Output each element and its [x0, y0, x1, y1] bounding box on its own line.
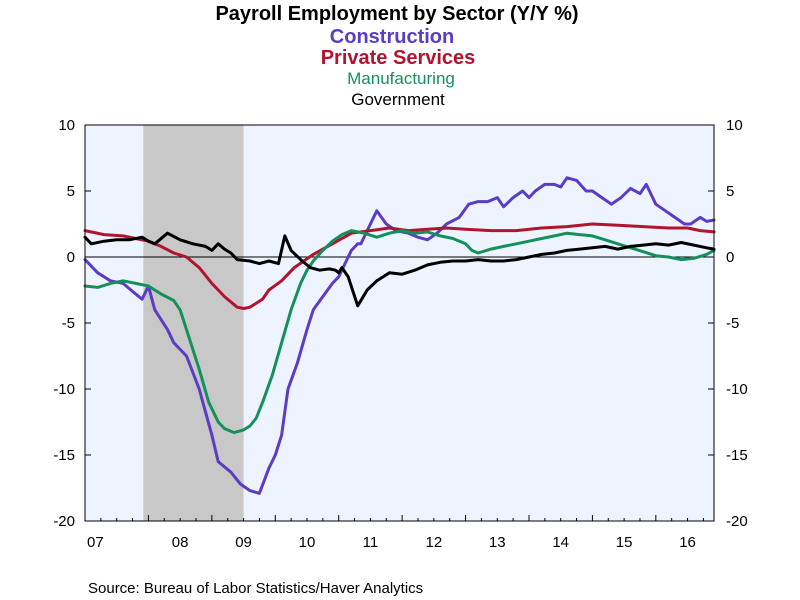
x-tick-label: 10	[299, 534, 316, 551]
recession-shading	[143, 125, 244, 521]
y-tick-label-left: -5	[62, 315, 75, 332]
x-tick-label: 15	[616, 534, 633, 551]
y-tick-label-left: 5	[67, 183, 75, 200]
legend-government: Government	[351, 90, 445, 109]
y-tick-label-left: 10	[58, 117, 75, 134]
legend-manufacturing: Manufacturing	[347, 69, 455, 88]
y-tick-label-right: 0	[726, 249, 734, 266]
series-line-government	[83, 231, 716, 308]
y-tick-label-right: 10	[726, 117, 743, 134]
y-tick-label-left: -15	[53, 447, 75, 464]
y-tick-label-right: -15	[726, 447, 748, 464]
x-tick-label: 13	[489, 534, 506, 551]
y-tick-label-right: -5	[726, 315, 739, 332]
x-tick-label: 08	[172, 534, 189, 551]
x-tick-label: 16	[679, 534, 696, 551]
chart-title: Payroll Employment by Sector (Y/Y %)	[215, 3, 578, 25]
x-tick-label: 12	[426, 534, 443, 551]
y-tick-label-right: 5	[726, 183, 734, 200]
legend-construction: Construction	[330, 26, 454, 48]
x-tick-label: 11	[363, 534, 379, 551]
y-tick-label-left: -10	[53, 381, 75, 398]
legend-private-services: Private Services	[321, 47, 476, 69]
x-tick-label: 07	[87, 534, 104, 551]
y-tick-label-left: -20	[53, 513, 75, 530]
y-tick-label-left: 0	[67, 249, 75, 266]
series-line-manufacturing	[83, 229, 716, 435]
y-tick-label-right: -20	[726, 513, 748, 530]
x-tick-label: 14	[552, 534, 569, 551]
y-tick-label-right: -10	[726, 381, 748, 398]
source-note: Source: Bureau of Labor Statistics/Haver…	[88, 580, 423, 597]
x-tick-label: 09	[235, 534, 252, 551]
